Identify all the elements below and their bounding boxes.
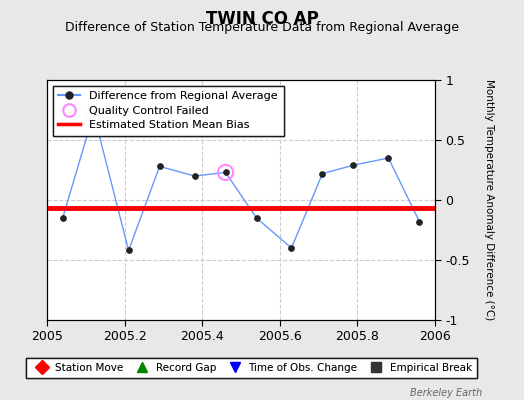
Point xyxy=(221,169,230,176)
Text: TWIN CO AP: TWIN CO AP xyxy=(205,10,319,28)
Legend: Station Move, Record Gap, Time of Obs. Change, Empirical Break: Station Move, Record Gap, Time of Obs. C… xyxy=(26,358,477,378)
Y-axis label: Monthly Temperature Anomaly Difference (°C): Monthly Temperature Anomaly Difference (… xyxy=(484,79,494,321)
Text: Berkeley Earth: Berkeley Earth xyxy=(410,388,482,398)
Legend: Difference from Regional Average, Quality Control Failed, Estimated Station Mean: Difference from Regional Average, Qualit… xyxy=(53,86,283,136)
Text: Difference of Station Temperature Data from Regional Average: Difference of Station Temperature Data f… xyxy=(65,21,459,34)
Point xyxy=(90,110,98,117)
